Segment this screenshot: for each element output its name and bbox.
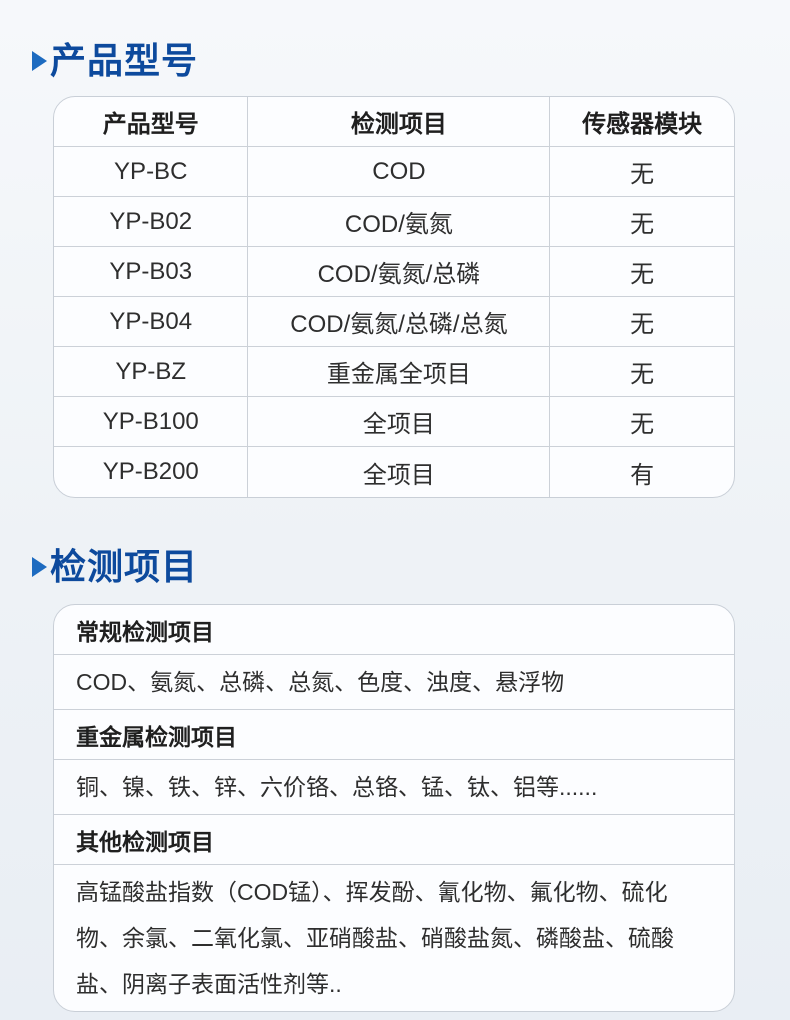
triangle-right-icon: [32, 557, 47, 577]
cell-items: COD/氨氮: [248, 197, 551, 246]
table-row: YP-B02 COD/氨氮 无: [54, 197, 734, 247]
cell-sensor: 无: [630, 161, 655, 188]
cell-items: 全项目: [248, 447, 551, 497]
cell-items: COD: [248, 147, 551, 196]
group-label: 常规检测项目: [76, 618, 214, 645]
cell-model: YP-B03: [54, 247, 249, 296]
group-label: 重金属检测项目: [76, 723, 237, 750]
cell-sensor: 无: [630, 361, 655, 388]
column-header-detection: 检测项目: [248, 97, 551, 146]
cell-model: YP-B100: [54, 397, 249, 446]
cell-sensor: 无: [630, 261, 655, 288]
cell-items: COD/氨氮/总磷/总氮: [248, 297, 551, 346]
cell-sensor: 有: [630, 461, 655, 489]
group-label: 其他检测项目: [76, 828, 214, 855]
cell-sensor: 无: [630, 211, 655, 238]
cell-sensor: 无: [630, 411, 655, 438]
cell-items: 重金属全项目: [248, 347, 551, 396]
product-model-table: 产品型号 检测项目 传感器模块 YP-BC COD 无 YP-B02 COD/氨…: [53, 96, 735, 498]
section-title: 检测项目: [50, 546, 199, 587]
cell-model: YP-BC: [54, 147, 249, 196]
table-row: YP-B03 COD/氨氮/总磷 无: [54, 247, 734, 297]
table-header-row: 产品型号 检测项目 传感器模块: [54, 97, 734, 147]
group-label-row: 重金属检测项目: [54, 710, 734, 760]
triangle-right-icon: [32, 51, 47, 71]
cell-model: YP-B02: [54, 197, 249, 246]
table-row: YP-BC COD 无: [54, 147, 734, 197]
cell-items: COD/氨氮/总磷: [248, 247, 551, 296]
group-items-row: 高锰酸盐指数（COD锰）、挥发酚、氰化物、氟化物、硫化物、余氯、二氧化氯、亚硝酸…: [54, 865, 734, 1011]
cell-model: YP-B04: [54, 297, 249, 346]
section-title: 产品型号: [50, 40, 199, 81]
table-row: YP-B04 COD/氨氮/总磷/总氮 无: [54, 297, 734, 347]
table-row: YP-B100 全项目 无: [54, 397, 734, 447]
group-items-row: 铜、镍、铁、锌、六价铬、总铬、锰、钛、铝等......: [54, 760, 734, 815]
detection-items-box: 常规检测项目 COD、氨氮、总磷、总氮、色度、浊度、悬浮物 重金属检测项目 铜、…: [53, 604, 735, 1012]
group-items: COD、氨氮、总磷、总氮、色度、浊度、悬浮物: [76, 669, 565, 695]
group-items: 高锰酸盐指数（COD锰）、挥发酚、氰化物、氟化物、硫化物、余氯、二氧化氯、亚硝酸…: [76, 879, 674, 997]
column-header-sensor: 传感器模块: [582, 111, 703, 138]
product-section-heading: 产品型号: [32, 40, 735, 82]
group-items: 铜、镍、铁、锌、六价铬、总铬、锰、钛、铝等......: [76, 774, 598, 800]
cell-model: YP-B200: [54, 447, 249, 497]
cell-items: 全项目: [248, 397, 551, 446]
table-row: YP-B200 全项目 有: [54, 447, 734, 497]
group-label-row: 其他检测项目: [54, 815, 734, 865]
column-header-model: 产品型号: [54, 97, 249, 146]
table-row: YP-BZ 重金属全项目 无: [54, 347, 734, 397]
cell-sensor: 无: [630, 311, 655, 338]
group-items-row: COD、氨氮、总磷、总氮、色度、浊度、悬浮物: [54, 655, 734, 710]
cell-model: YP-BZ: [54, 347, 249, 396]
group-label-row: 常规检测项目: [54, 605, 734, 655]
detection-section-heading: 检测项目: [32, 546, 735, 588]
